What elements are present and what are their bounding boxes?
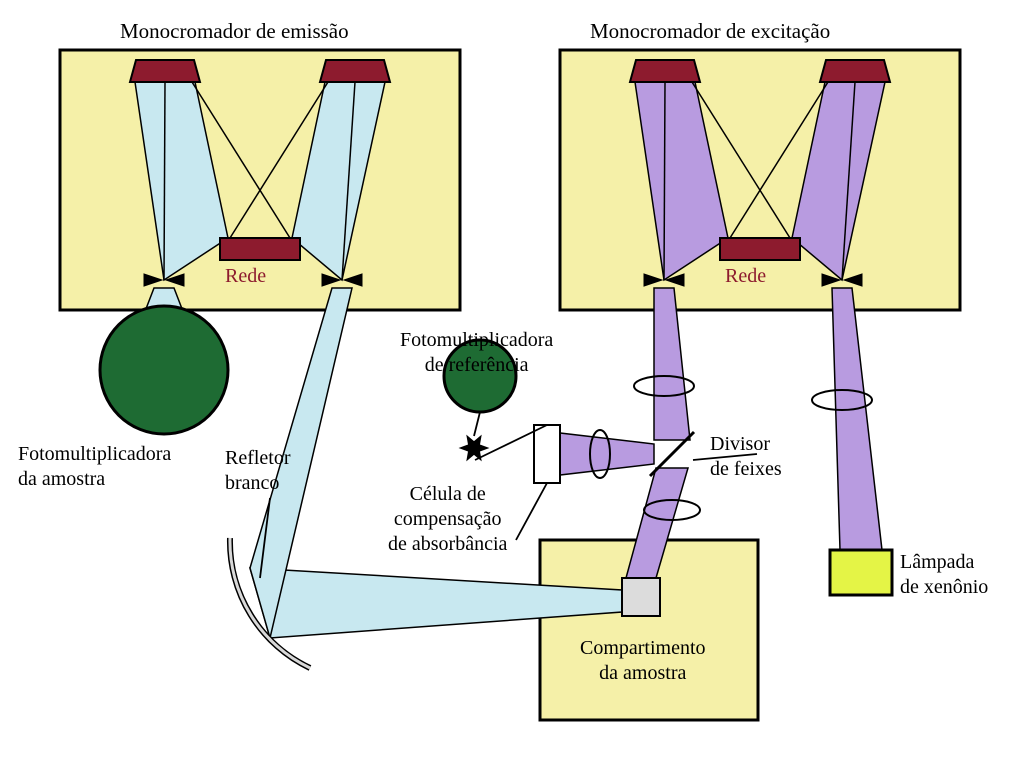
abs-cell-label: Célula decompensaçãode absorbância: [388, 482, 507, 557]
compartment-label: Compartimentoda amostra: [580, 636, 706, 686]
rede-label-ex: Rede: [725, 264, 766, 289]
sample-pmt-label: Fotomultiplicadorada amostra: [18, 442, 171, 492]
rede-label-em: Rede: [225, 264, 266, 289]
excitation-mono-title: Monocromador de excitação: [590, 18, 830, 44]
emission-mono-title: Monocromador de emissão: [120, 18, 349, 44]
beam-splitter-label: Divisorde feixes: [710, 432, 782, 482]
white-reflector-label: Refletorbranco: [225, 446, 291, 496]
ref-pmt-label: Fotomultiplicadorade referência: [400, 328, 553, 378]
lamp-label: Lâmpadade xenônio: [900, 550, 988, 600]
